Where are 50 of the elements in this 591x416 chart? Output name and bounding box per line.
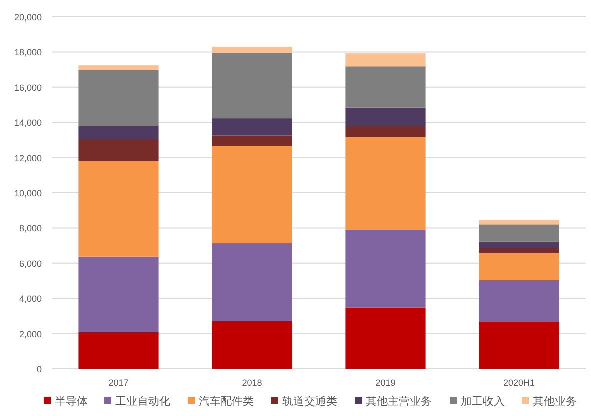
bar (346, 230, 426, 308)
bar (78, 256, 159, 332)
legend-label: 轨道交通类 (282, 395, 338, 408)
y-tick-label: 2,000 (19, 329, 42, 340)
x-tick-label: 2019 (376, 378, 396, 388)
bar (212, 118, 292, 136)
y-tick-label: 14,000 (14, 118, 42, 128)
legend-label: 工业自动化 (116, 395, 170, 408)
y-tick-label: 0 (36, 364, 42, 374)
bar (479, 248, 560, 254)
bar (479, 220, 560, 225)
bar (346, 126, 426, 138)
bar (346, 66, 426, 108)
bar (479, 322, 560, 369)
bar (346, 108, 426, 126)
legend-label: 其他业务 (533, 395, 577, 408)
x-tick-label: 2018 (242, 378, 262, 388)
y-tick-label: 6,000 (19, 258, 42, 269)
bar (346, 137, 426, 230)
bar (78, 66, 159, 70)
bar (479, 242, 560, 248)
y-tick-label: 18,000 (14, 48, 42, 58)
bar (212, 244, 292, 322)
bar (212, 46, 292, 53)
bar (212, 136, 292, 146)
y-tick-label: 8,000 (19, 224, 42, 234)
legend-label: 汽车配件类 (199, 395, 254, 408)
legend-label: 其他主营业务 (366, 395, 432, 408)
bar (78, 332, 159, 369)
bar (346, 308, 426, 369)
bar (78, 161, 159, 257)
legend-label: 半导体 (55, 395, 88, 408)
bar (78, 139, 159, 162)
bar (479, 280, 560, 322)
y-tick-label: 12,000 (14, 153, 42, 164)
x-tick-label: 2017 (108, 378, 129, 388)
bar (212, 146, 292, 244)
legend-label: 加工收入 (461, 395, 505, 408)
y-tick-label: 4,000 (19, 294, 42, 304)
bar (78, 70, 159, 126)
x-tick-label: 2020H1 (503, 378, 536, 388)
bar (479, 253, 560, 280)
bar (479, 224, 560, 242)
y-tick-label: 16,000 (14, 82, 42, 93)
y-tick-label: 20,000 (14, 12, 42, 22)
bar (346, 54, 426, 67)
bar (212, 52, 292, 119)
bar (78, 126, 159, 140)
bar (212, 321, 292, 369)
y-tick-label: 10,000 (14, 188, 42, 198)
